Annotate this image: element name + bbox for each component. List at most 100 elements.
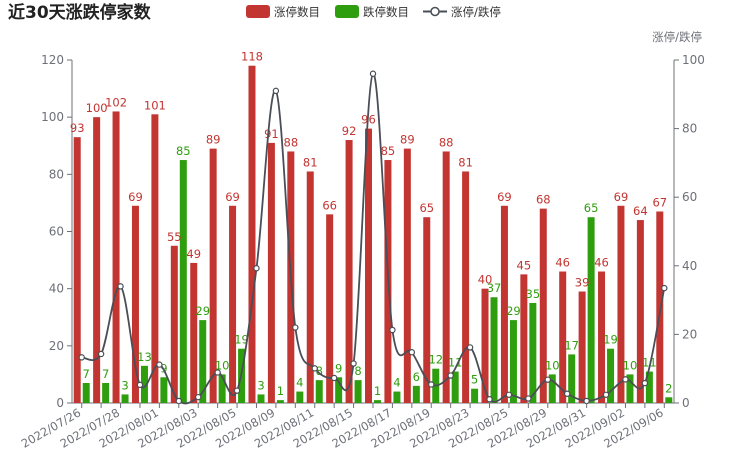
limit-up-bar <box>617 205 625 403</box>
limit-up-bar <box>345 140 353 404</box>
ratio-point <box>641 379 649 387</box>
limit-up-label: 88 <box>439 135 454 149</box>
limit-up-label: 39 <box>575 276 590 290</box>
limit-down-label: 8 <box>354 364 361 378</box>
limit-down-bar <box>257 394 265 403</box>
limit-down-bar <box>607 348 615 403</box>
limit-down-label: 7 <box>83 367 90 381</box>
limit-up-bar <box>365 128 372 403</box>
limit-up-label: 49 <box>186 247 201 261</box>
limit-up-label: 68 <box>536 193 551 207</box>
limit-down-label: 10 <box>545 358 560 372</box>
legend-label-limit-down: 跌停数目 <box>363 5 409 19</box>
limit-down-bar <box>393 391 401 403</box>
ratio-point <box>292 324 299 331</box>
left-tick-label: 40 <box>49 282 64 296</box>
right-tick-label: 40 <box>682 259 697 273</box>
limit-down-bar <box>529 302 537 403</box>
legend-item-limit-up[interactable]: 涨停数目 <box>246 5 320 19</box>
left-tick-label: 80 <box>49 167 64 181</box>
right-tick-label: 60 <box>682 190 697 204</box>
right-axis-title: 涨停/跌停 <box>652 30 702 44</box>
limit-up-label: 55 <box>167 230 182 244</box>
right-tick-label: 0 <box>682 396 690 410</box>
limit-up-label: 66 <box>322 198 337 212</box>
legend-label-ratio: 涨停/跌停 <box>451 5 501 19</box>
limit-down-label: 9 <box>160 361 167 375</box>
limit-down-label: 19 <box>603 333 618 347</box>
right-axis-ticks: 0 20 40 60 80 100 <box>674 53 705 410</box>
limit-down-bar <box>82 382 90 403</box>
limit-down-label: 37 <box>487 281 502 295</box>
limit-down-label: 9 <box>335 361 342 375</box>
limit-up-label: 81 <box>303 155 318 169</box>
limit-down-bar <box>509 320 517 403</box>
left-tick-label: 60 <box>49 225 64 239</box>
limit-up-bar <box>598 271 606 403</box>
limit-down-label: 19 <box>234 333 249 347</box>
ratio-point <box>195 393 202 401</box>
legend-swatch-limit-down <box>335 5 359 18</box>
limit-up-label: 69 <box>225 190 240 204</box>
ratio-point <box>350 360 357 367</box>
ratio-point <box>214 369 221 376</box>
ratio-point <box>117 283 124 290</box>
limit-down-bar <box>548 374 556 403</box>
limit-up-bar <box>578 291 586 403</box>
legend-item-ratio[interactable]: 涨停/跌停 <box>423 5 501 19</box>
chart-title: 近30天涨跌停家数 <box>8 2 152 23</box>
ratio-point <box>583 397 590 405</box>
limit-up-bar <box>229 205 237 403</box>
limit-down-bar <box>218 374 226 403</box>
limit-up-bar <box>190 262 198 403</box>
limit-up-label: 85 <box>381 144 396 158</box>
left-tick-label: 0 <box>56 396 64 410</box>
limit-down-bar <box>490 297 498 403</box>
limit-up-bar <box>656 211 664 403</box>
limit-down-label: 1 <box>374 384 381 398</box>
limit-up-label: 93 <box>70 121 85 135</box>
limit-up-bar <box>112 111 120 403</box>
ratio-point <box>389 326 396 334</box>
limit-down-bar <box>568 354 576 403</box>
ratio-point <box>525 395 532 402</box>
legend: 涨停数目 跌停数目 涨停/跌停 <box>246 5 501 19</box>
limit-down-bar <box>179 160 187 403</box>
limit-up-bar <box>423 217 431 403</box>
limit-up-label: 101 <box>144 98 166 112</box>
left-tick-label: 120 <box>41 53 64 67</box>
limit-down-label: 11 <box>642 356 657 370</box>
ratio-point <box>428 381 435 388</box>
limit-up-label: 67 <box>652 195 667 209</box>
limit-down-label: 8 <box>316 364 323 378</box>
limit-down-bar <box>140 365 148 403</box>
right-tick-label: 100 <box>682 53 705 67</box>
ratio-point <box>330 374 338 382</box>
limit-down-bar <box>335 377 343 403</box>
limit-down-bar <box>645 371 653 403</box>
left-tick-label: 100 <box>41 110 64 124</box>
limit-up-bar <box>539 208 547 403</box>
limit-up-bar <box>248 65 256 403</box>
limit-up-bar <box>306 171 314 403</box>
limit-up-label: 69 <box>497 190 512 204</box>
ratio-point <box>505 391 513 398</box>
ratio-line-path <box>81 72 666 405</box>
limit-down-label: 7 <box>102 367 109 381</box>
ratio-point <box>136 381 144 389</box>
limit-up-label: 89 <box>206 133 221 147</box>
limit-up-label: 46 <box>555 256 570 270</box>
limit-down-label: 35 <box>526 287 541 301</box>
limit-up-label: 88 <box>284 135 299 149</box>
limit-up-label: 118 <box>241 50 263 64</box>
ratio-point <box>272 87 280 95</box>
limit-down-bar <box>665 397 673 403</box>
limit-up-label: 92 <box>342 124 357 138</box>
limit-up-bar <box>326 214 334 403</box>
legend-swatch-limit-up <box>246 5 270 18</box>
limit-down-bar <box>199 320 207 403</box>
limit-down-bar <box>296 391 304 403</box>
limit-up-bar <box>559 271 567 403</box>
limit-down-label: 17 <box>564 338 579 352</box>
legend-item-limit-down[interactable]: 跌停数目 <box>335 5 409 19</box>
